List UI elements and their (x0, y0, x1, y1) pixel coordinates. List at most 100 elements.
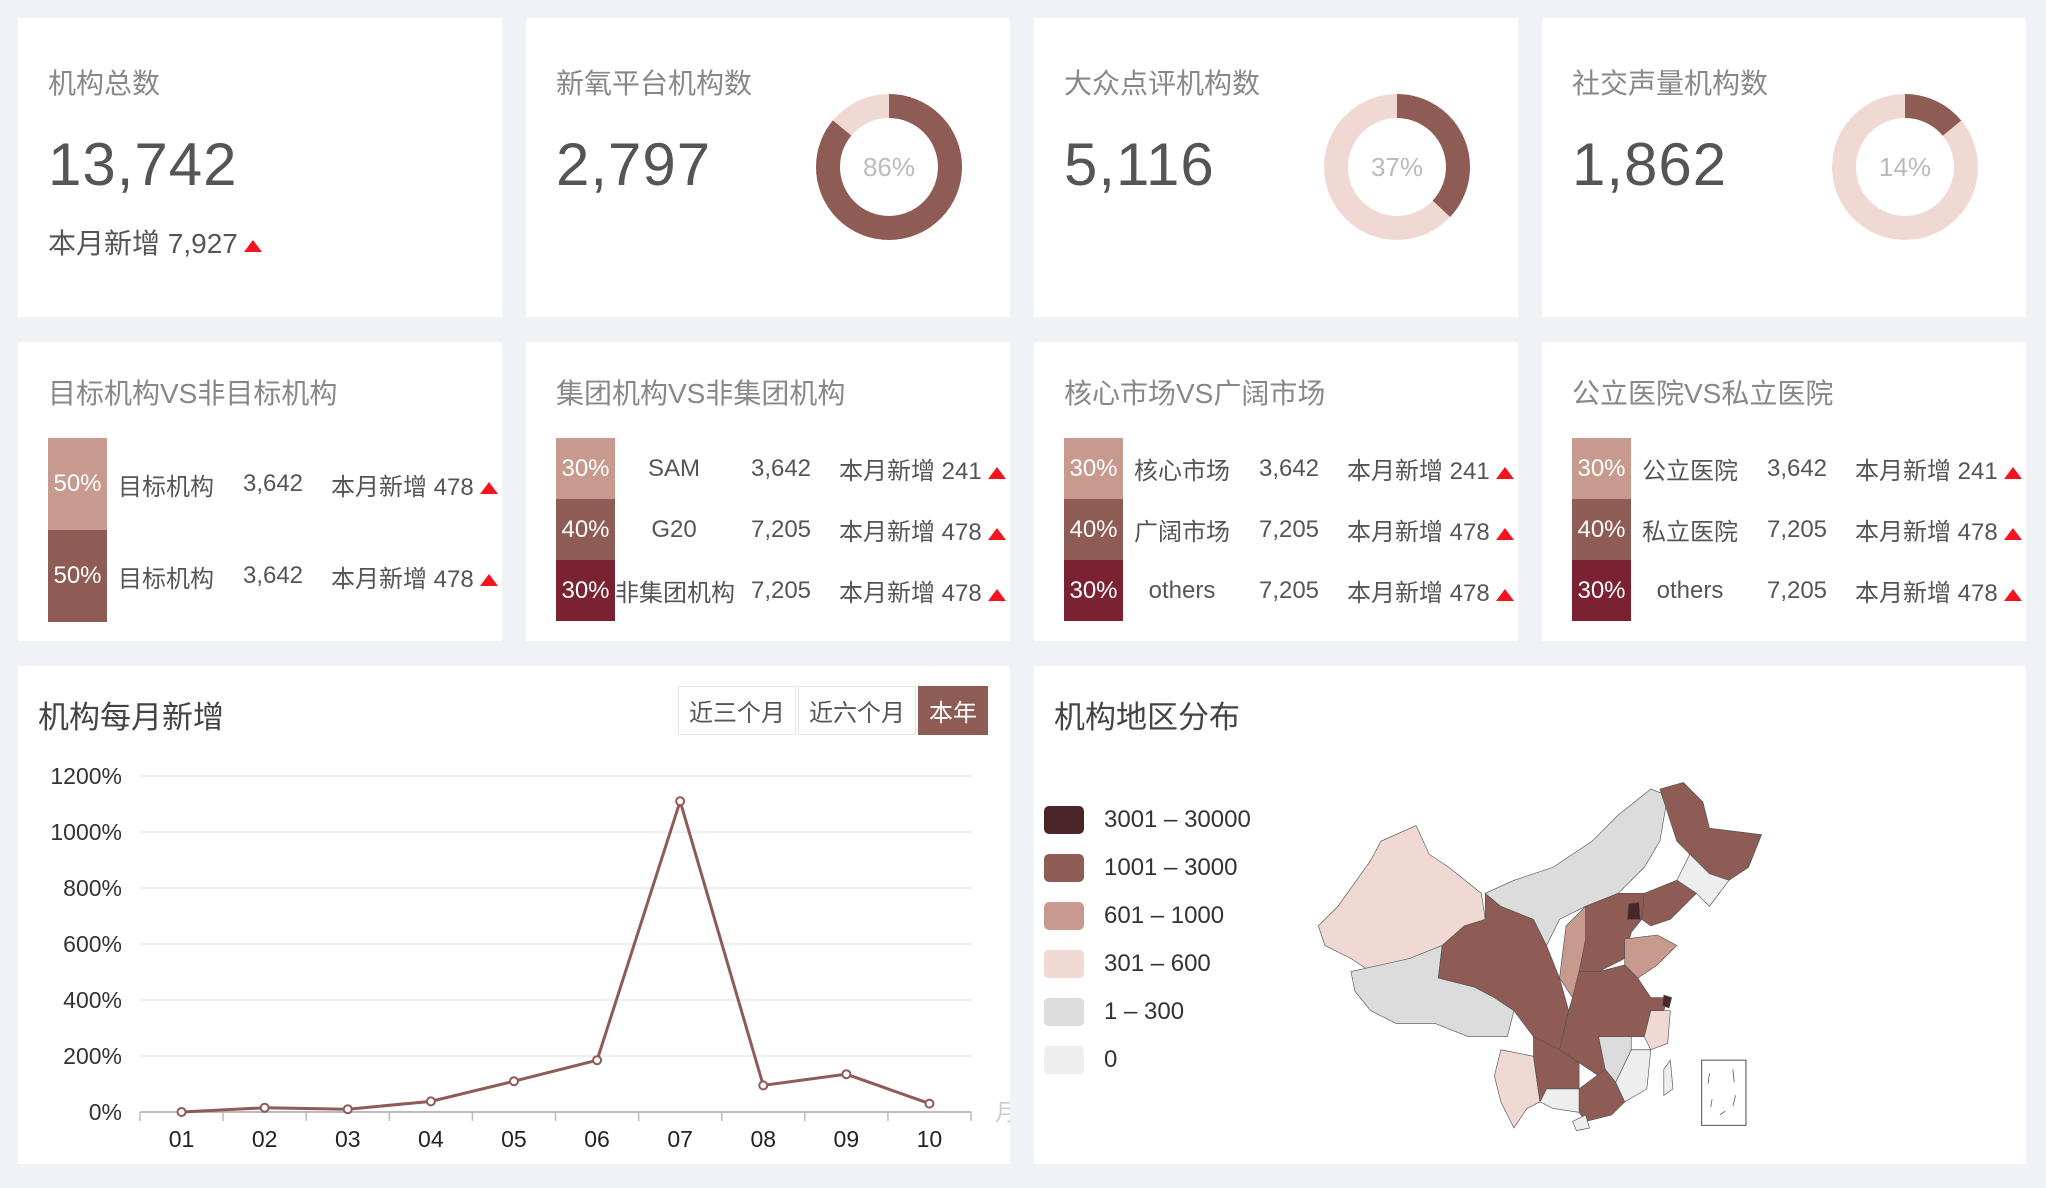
map-region[interactable] (1663, 1059, 1674, 1097)
up-arrow-icon (987, 466, 1006, 479)
data-point (176, 1107, 187, 1117)
row-name: 目标机构 (118, 565, 214, 593)
row-name: 目标机构 (118, 473, 214, 501)
data-point (841, 1069, 852, 1080)
legend-item[interactable]: 1001 – 3000 (1044, 854, 1237, 882)
data-point (425, 1096, 436, 1107)
compare-title: 公立医院VS私立医院 (1572, 378, 1834, 409)
compare-title: 目标机构VS非目标机构 (48, 378, 338, 409)
donut-fill (1832, 94, 1978, 240)
legend-item[interactable]: 3001 – 30000 (1044, 806, 1251, 834)
stat-title: 社交声量机构数 (1572, 68, 1769, 99)
row-value: 7,205 (1766, 576, 1828, 604)
legend-item[interactable]: 301 – 600 (1044, 950, 1211, 978)
row-name: SAM (647, 454, 700, 482)
legend-swatch (1044, 902, 1084, 930)
row-increase: 本月新增 478 (1347, 512, 1514, 547)
range-button[interactable]: 近三个月 (678, 686, 796, 735)
line-chart: 0% 200% 400% 600% 800% 1000% 1200% 01 02 03 04 05 06… (50, 763, 1010, 1152)
legend-swatch (1044, 998, 1084, 1026)
up-arrow-icon (1495, 588, 1514, 601)
row-increase: 本月新增 478 (1855, 512, 2022, 547)
percent-block: 40% (556, 499, 615, 560)
range-buttons: 近三个月 近六个月 本年 (676, 686, 988, 735)
compare-title: 集团机构VS非集团机构 (556, 378, 846, 409)
legend-swatch (1044, 950, 1084, 978)
x-tick-label: 02 (252, 1126, 278, 1152)
percent-block: 30% (556, 560, 615, 621)
percent-block: 50% (48, 438, 107, 530)
map-region[interactable] (1318, 825, 1486, 972)
range-button[interactable]: 本年 (918, 686, 988, 735)
y-tick-label: 0% (89, 1099, 122, 1125)
china-map[interactable] (1305, 776, 1788, 1141)
map-region[interactable] (1643, 1010, 1671, 1051)
legend-item[interactable]: 0 (1044, 1046, 1117, 1074)
compare-row: 30% 核心市场 3,642 本月新增 241 (1064, 438, 1518, 499)
row-name: others (1656, 576, 1724, 604)
up-arrow-icon (243, 239, 262, 252)
percent-donut: 86% (816, 94, 962, 240)
legend-swatch (1044, 806, 1084, 834)
row-value: 7,205 (1258, 576, 1320, 604)
map-region[interactable] (1494, 1049, 1541, 1129)
map-region[interactable] (1539, 1088, 1580, 1113)
percent-block: 30% (1572, 438, 1631, 499)
row-name: 非集团机构 (615, 580, 735, 607)
x-tick-label: 05 (501, 1126, 527, 1152)
compare-row: 50% 目标机构 3,642 本月新增 478 (48, 530, 502, 622)
map-region[interactable] (1484, 788, 1669, 947)
stat-card: 机构总数 13,742 本月新增 7,927 (18, 18, 502, 317)
compare-card: 公立医院VS私立医院 30% 公立医院 3,642 本月新增 241 40% 私… (1542, 342, 2026, 641)
stat-card: 社交声量机构数 1,862 14% (1542, 18, 2026, 317)
compare-row: 40% G20 7,205 本月新增 478 (556, 499, 1010, 560)
compare-card: 目标机构VS非目标机构 50% 目标机构 3,642 本月新增 478 50% … (18, 342, 502, 641)
up-arrow-icon (1495, 466, 1514, 479)
map-region[interactable] (1659, 782, 1763, 881)
y-tick-label: 1200% (50, 763, 122, 789)
map-region[interactable] (1578, 1068, 1626, 1122)
up-arrow-icon (987, 527, 1006, 540)
series-line (181, 796, 930, 1114)
x-tick-label: 07 (667, 1126, 693, 1152)
percent-block: 30% (556, 438, 615, 499)
row-name: 核心市场 (1134, 458, 1230, 485)
data-point (675, 796, 686, 807)
legend-item[interactable]: 1 – 300 (1044, 998, 1184, 1026)
data-point (758, 1080, 769, 1091)
donut-fill (816, 94, 962, 240)
map-region[interactable] (1533, 1036, 1580, 1103)
up-arrow-icon (987, 588, 1006, 601)
up-arrow-icon (2003, 527, 2022, 540)
map-region[interactable] (1624, 934, 1678, 979)
region-map-card: 机构地区分布 3001 – 30000 1001 – 3000 601 – 1000… (1034, 666, 2026, 1164)
stat-title: 新氧平台机构数 (556, 68, 753, 99)
monthly-chart-card: 机构每月新增 近三个月 近六个月 本年 0% 200% 400% 600% 800% 1000… (18, 666, 1010, 1164)
percent-block: 40% (1064, 499, 1123, 560)
x-axis-label: 月 (995, 1099, 1010, 1125)
map-region[interactable] (1626, 902, 1641, 920)
row-value: 3,642 (1766, 454, 1828, 482)
x-tick-label: 09 (834, 1126, 860, 1152)
map-region[interactable] (1559, 964, 1669, 1077)
map-region[interactable] (1572, 1114, 1590, 1131)
stat-title: 大众点评机构数 (1064, 68, 1261, 99)
row-value: 7,205 (1258, 515, 1320, 543)
y-tick-label: 600% (63, 931, 122, 957)
compare-row: 50% 目标机构 3,642 本月新增 478 (48, 438, 502, 530)
row-value: 3,642 (242, 562, 304, 589)
legend-item[interactable]: 601 – 1000 (1044, 902, 1224, 930)
legend-swatch (1044, 854, 1084, 882)
y-tick-label: 200% (63, 1043, 122, 1069)
row-name: others (1148, 576, 1216, 604)
up-arrow-icon (1495, 527, 1514, 540)
row-name: 私立医院 (1642, 519, 1738, 546)
compare-row: 30% others 7,205 本月新增 478 (1572, 560, 2026, 621)
map-region[interactable] (1662, 994, 1673, 1009)
up-arrow-icon (2003, 466, 2022, 479)
up-arrow-icon (2003, 588, 2022, 601)
row-increase: 本月新增 478 (839, 512, 1006, 547)
row-increase: 本月新增 241 (839, 451, 1006, 486)
range-button[interactable]: 近六个月 (798, 686, 916, 735)
row-value: 7,205 (750, 515, 812, 543)
